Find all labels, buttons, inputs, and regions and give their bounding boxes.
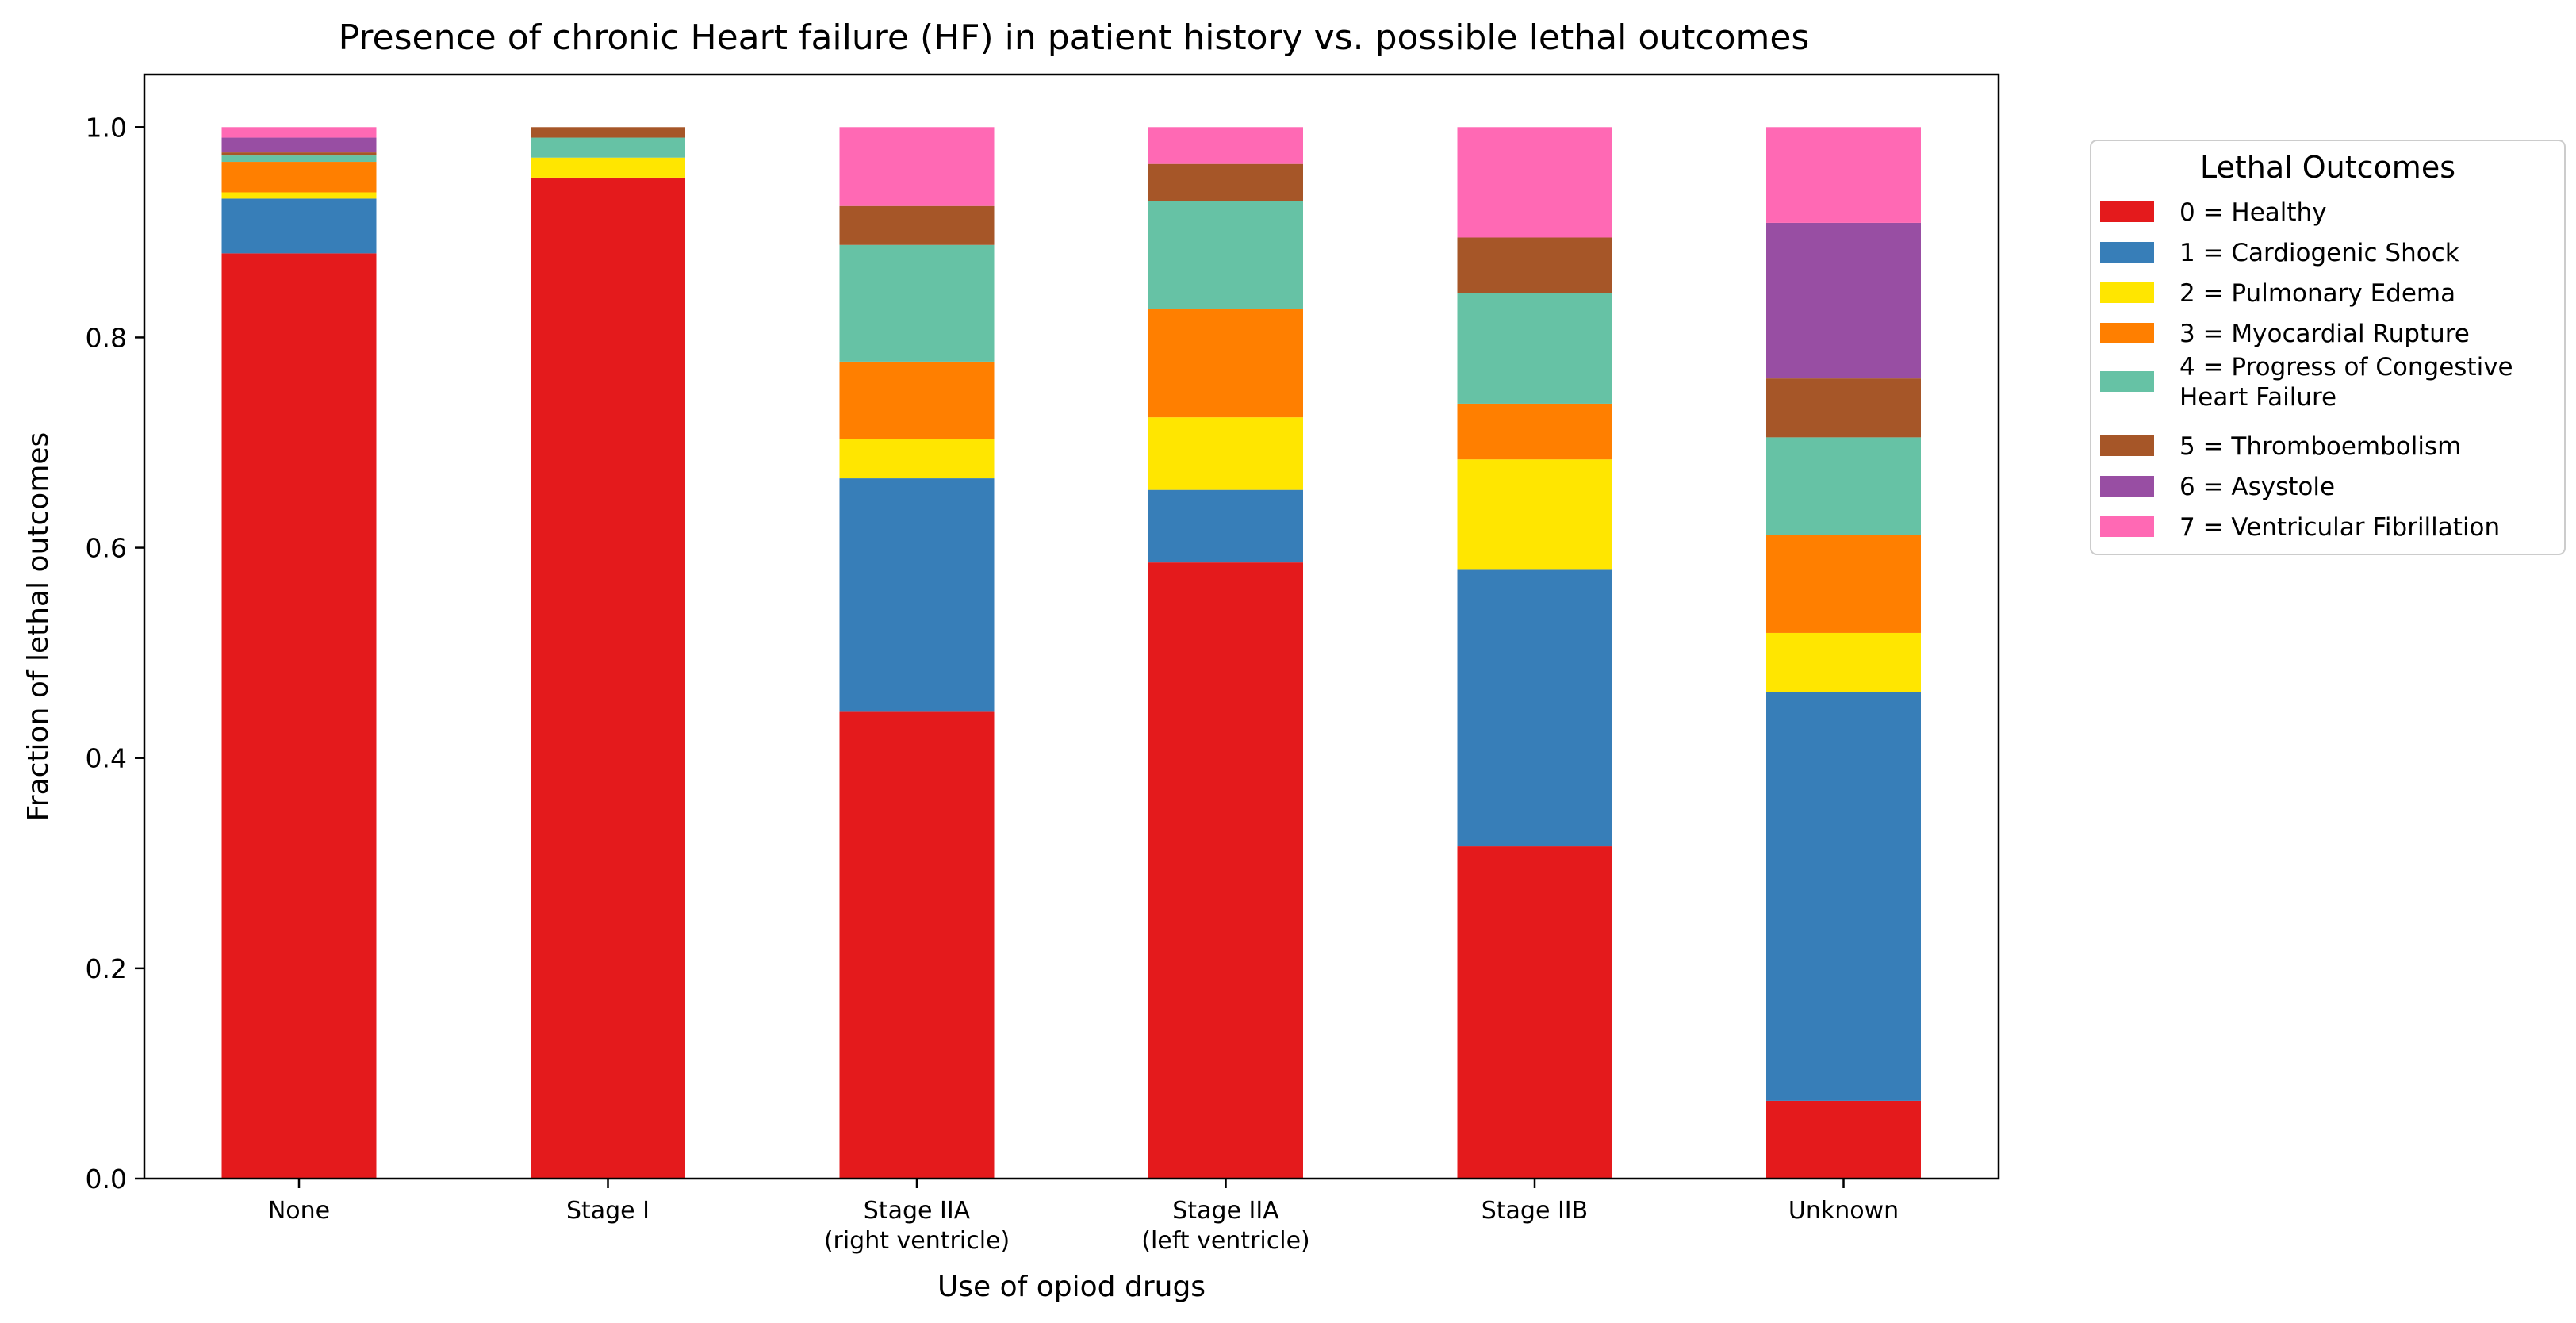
y-tick-label: 0.2 — [86, 953, 127, 984]
bar-stack — [1148, 127, 1303, 1179]
bar-stack — [1766, 127, 1921, 1179]
bar-segment — [531, 177, 685, 1179]
legend-item: 7 = Ventricular Fibrillation — [2100, 513, 2500, 542]
legend-label: 4 = Progress of Congestive Heart Failure — [2179, 353, 2513, 412]
bar-segment — [221, 127, 377, 138]
y-axis: 0.0 0.2 0.4 0.6 0.8 1.0 — [86, 112, 144, 1195]
plot-area — [221, 127, 1921, 1179]
legend-label: 3 = Myocardial Rupture — [2179, 320, 2470, 348]
bar-segment — [531, 137, 685, 158]
bar-segment — [1766, 632, 1921, 692]
legend-title: Lethal Outcomes — [2200, 150, 2455, 185]
bar-segment — [221, 253, 377, 1179]
x-tick-label: Unknown — [1788, 1197, 1899, 1225]
y-tick-label: 0.6 — [86, 533, 127, 564]
bar-segment — [221, 155, 377, 163]
x-axis: None Stage I Stage IIA (right ventricle) Sta… — [268, 1179, 1899, 1255]
bar-segment — [839, 205, 995, 245]
bar-stack — [531, 127, 685, 1179]
legend-swatch — [2100, 201, 2154, 222]
y-tick-label: 0.0 — [86, 1164, 127, 1195]
x-axis-title: Use of opiod drugs — [937, 1271, 1206, 1303]
bar-segment — [1766, 127, 1921, 223]
legend-item: 4 = Progress of Congestive Heart Failure — [2100, 353, 2513, 412]
bar-segment — [1148, 562, 1303, 1179]
bar-segment — [1148, 201, 1303, 309]
bar-segment — [1457, 569, 1612, 847]
chart-title: Presence of chronic Heart failure (HF) i… — [339, 17, 1810, 58]
bar-segment — [221, 162, 377, 193]
bar-segment — [1766, 1100, 1921, 1179]
legend-item: 3 = Myocardial Rupture — [2100, 320, 2470, 348]
y-tick-label: 0.8 — [86, 322, 127, 353]
legend-item: 5 = Thromboembolism — [2100, 432, 2461, 461]
bar-segment — [1766, 222, 1921, 379]
bar-segment — [1766, 378, 1921, 438]
bar-segment — [1457, 459, 1612, 570]
legend-label: 6 = Asystole — [2179, 473, 2335, 501]
y-tick-label: 1.0 — [86, 112, 127, 143]
bar-segment — [1148, 309, 1303, 418]
legend-label: 7 = Ventricular Fibrillation — [2179, 513, 2500, 542]
bar-segment — [1457, 403, 1612, 460]
legend-label: 2 = Pulmonary Edema — [2179, 279, 2455, 308]
bar-segment — [839, 478, 995, 712]
bar-segment — [1766, 692, 1921, 1101]
legend-item: 1 = Cardiogenic Shock — [2100, 239, 2459, 267]
legend-item: 0 = Healthy — [2100, 198, 2327, 227]
legend-swatch — [2100, 516, 2154, 537]
legend-item: 2 = Pulmonary Edema — [2100, 279, 2455, 308]
bar-segment — [1148, 127, 1303, 164]
legend-item: 6 = Asystole — [2100, 473, 2335, 501]
legend-label: 5 = Thromboembolism — [2179, 432, 2461, 461]
bar-segment — [839, 244, 995, 362]
legend-label: 1 = Cardiogenic Shock — [2179, 239, 2459, 267]
bar-segment — [839, 127, 995, 206]
bar-segment — [1766, 437, 1921, 535]
bar-segment — [221, 137, 377, 153]
x-tick-label: Stage IIA (right ventricle) — [824, 1197, 1010, 1255]
bar-segment — [839, 361, 995, 440]
bar-stack — [221, 127, 377, 1179]
x-tick-label: Stage IIA (left ventricle) — [1141, 1197, 1309, 1255]
bar-segment — [221, 192, 377, 199]
x-tick-label: Stage IIB — [1482, 1197, 1589, 1225]
legend-swatch — [2100, 371, 2154, 392]
plot-frame — [143, 73, 2000, 1180]
bar-segment — [1457, 293, 1612, 404]
bar-segment — [221, 198, 377, 254]
bar-segment — [1148, 163, 1303, 201]
legend: Lethal Outcomes 0 = Healthy 1 = Cardiogen… — [2090, 140, 2566, 555]
bar-segment — [1457, 237, 1612, 293]
legend-swatch — [2100, 476, 2154, 497]
bar-stack — [1457, 127, 1612, 1179]
bar-segment — [531, 157, 685, 178]
bar-segment — [221, 152, 377, 156]
legend-box — [2090, 140, 2566, 555]
bar-segment — [1457, 846, 1612, 1179]
x-tick-label: None — [268, 1197, 330, 1225]
y-tick-label: 0.4 — [86, 743, 127, 774]
legend-items: 0 = Healthy 1 = Cardiogenic Shock 2 = Pulm… — [2100, 198, 2513, 542]
bar-segment — [839, 711, 995, 1179]
legend-swatch — [2100, 282, 2154, 303]
x-tick-label: Stage I — [566, 1197, 650, 1225]
bar-segment — [1148, 489, 1303, 563]
bar-stack — [839, 127, 995, 1179]
legend-swatch — [2100, 323, 2154, 343]
bar-segment — [1457, 127, 1612, 238]
legend-swatch — [2100, 435, 2154, 456]
y-axis-title: Fraction of lethal outcomes — [22, 432, 55, 822]
legend-swatch — [2100, 242, 2154, 263]
bar-segment — [1148, 417, 1303, 490]
bar-segment — [839, 439, 995, 479]
bar-segment — [1766, 535, 1921, 633]
bar-segment — [531, 127, 685, 138]
legend-label: 0 = Healthy — [2179, 198, 2327, 227]
